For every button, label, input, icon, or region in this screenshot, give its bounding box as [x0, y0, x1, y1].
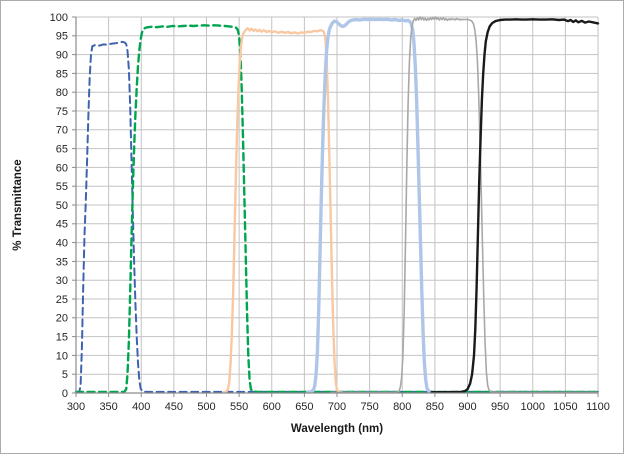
y-tick-label: 0: [62, 388, 68, 400]
y-tick-label: 100: [50, 12, 68, 24]
y-tick-label: 80: [56, 87, 68, 99]
y-tick-label: 65: [56, 143, 68, 155]
x-tick-label: 800: [393, 401, 411, 413]
x-tick-label: 400: [132, 401, 150, 413]
y-tick-label: 55: [56, 181, 68, 193]
y-tick-label: 20: [56, 313, 68, 325]
x-tick-label: 950: [491, 401, 509, 413]
y-tick-label: 95: [56, 31, 68, 43]
y-tick-label: 5: [62, 369, 68, 381]
tick-labels: 0 5 10 15 20 25 30 35 40 45 50 55 60 65 70 75 80 85 90 95 10…: [50, 12, 610, 413]
x-tick-label: 450: [165, 401, 183, 413]
x-tick-label: 350: [99, 401, 117, 413]
x-tick-label: 700: [328, 401, 346, 413]
y-tick-label: 15: [56, 331, 68, 343]
y-tick-label: 45: [56, 219, 68, 231]
series-line-green-bandpass-filter: [74, 24, 600, 394]
x-tick-label: 600: [263, 401, 281, 413]
x-tick-label: 850: [426, 401, 444, 413]
y-tick-label: 75: [56, 106, 68, 118]
y-tick-label: 40: [56, 237, 68, 249]
y-tick-label: 10: [56, 350, 68, 362]
series-line-lightblue-bandpass-filter: [305, 17, 434, 394]
y-tick-label: 90: [56, 49, 68, 61]
x-tick-label: 500: [197, 401, 215, 413]
series-line-gray-bandpass-filter: [329, 16, 599, 394]
x-tick-label: 650: [295, 401, 313, 413]
x-tick-label: 900: [458, 401, 476, 413]
y-tick-label: 85: [56, 68, 68, 80]
series-lines: [74, 16, 600, 394]
y-tick-label: 25: [56, 294, 68, 306]
x-axis-title: Wavelength (nm): [291, 423, 383, 435]
x-tick-label: 1050: [553, 401, 577, 413]
y-tick-label: 30: [56, 275, 68, 287]
x-tick-label: 550: [230, 401, 248, 413]
series-line-black-longpass-filter: [430, 18, 600, 394]
x-tick-label: 300: [67, 401, 85, 413]
x-tick-label: 750: [360, 401, 378, 413]
x-tick-label: 1100: [586, 401, 610, 413]
gridlines: [76, 16, 599, 393]
y-tick-label: 60: [56, 162, 68, 174]
y-tick-label: 50: [56, 200, 68, 212]
axes: [72, 16, 599, 397]
y-axis-title: % Transmittance: [12, 159, 24, 250]
series-line-orange-bandpass-filter: [222, 27, 344, 394]
x-tick-label: 1000: [521, 401, 545, 413]
y-tick-label: 70: [56, 125, 68, 137]
y-tick-label: 35: [56, 256, 68, 268]
